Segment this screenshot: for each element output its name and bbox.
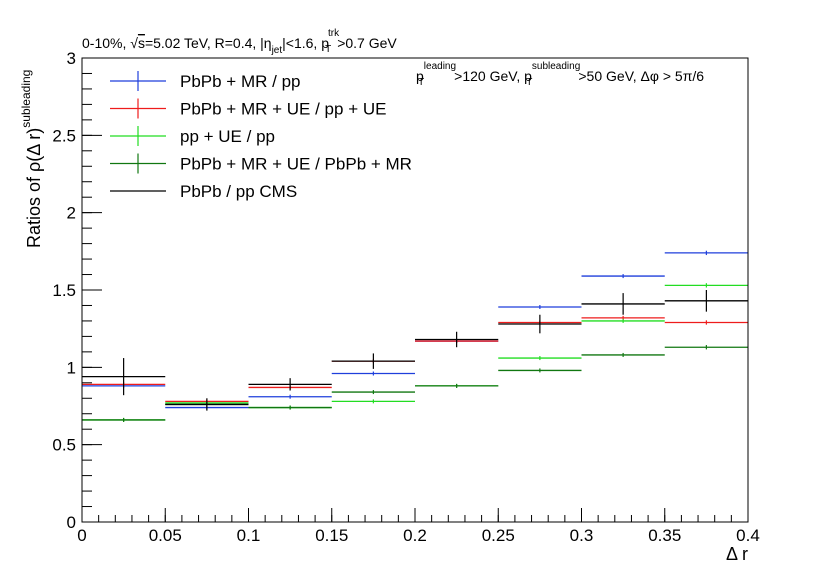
y-tick-label: 3 <box>67 49 76 68</box>
y-axis-title: Ratios of ρ(Δ r)subleading <box>19 70 44 248</box>
x-tick-label: 0.4 <box>736 526 760 545</box>
legend-label: PbPb + MR + UE / PbPb + MR <box>180 155 412 174</box>
x-tick-label: 0 <box>77 526 86 545</box>
legend-entry-1: PbPb + MR + UE / pp + UE <box>110 98 386 119</box>
legend-entry-3: PbPb + MR + UE / PbPb + MR <box>110 153 412 174</box>
y-tick-label: 0 <box>67 513 76 532</box>
legend-entry-2: pp + UE / pp <box>110 126 275 146</box>
y-tick-label: 0.5 <box>52 436 76 455</box>
series-layer <box>82 250 748 422</box>
cut-text: pleading T >120 GeV, psubleading T >50 GeV, … <box>416 61 704 88</box>
series-4 <box>82 290 748 411</box>
legend-label: pp + UE / pp <box>180 127 275 146</box>
series-1 <box>82 315 748 404</box>
x-tick-label: 0.25 <box>482 526 515 545</box>
y-tick-label: 2.5 <box>52 126 76 145</box>
axes: 0 0.05 0.1 0.15 0.2 0.25 0.3 0.35 0.4 0 0.5 1 1.5 2 2.… <box>52 49 759 545</box>
legend-entry-0: PbPb + MR / pp <box>110 71 300 91</box>
legend: PbPb + MR / pp PbPb + MR + UE / pp + UE pp… <box>110 71 412 201</box>
chart-header: 0-10%, √s=5.02 TeV, R=0.4, |ηjet|<1.6, p… <box>82 28 397 56</box>
y-tick-label: 2 <box>67 204 76 223</box>
legend-label: PbPb + MR + UE / pp + UE <box>180 100 386 119</box>
legend-label: PbPb + MR / pp <box>180 72 300 91</box>
legend-entry-4: PbPb / pp CMS <box>110 182 297 201</box>
x-tick-label: 0.2 <box>403 526 427 545</box>
x-tick-label: 0.05 <box>149 526 182 545</box>
x-tick-label: 0.1 <box>237 526 261 545</box>
x-tick-label: 0.35 <box>648 526 681 545</box>
x-tick-label: 0.3 <box>570 526 594 545</box>
x-axis-title: Δ r <box>726 544 748 564</box>
y-tick-label: 1 <box>67 358 76 377</box>
x-tick-label: 0.15 <box>315 526 348 545</box>
y-tick-label: 1.5 <box>52 281 76 300</box>
series-3 <box>82 345 748 422</box>
legend-label: PbPb / pp CMS <box>180 182 297 201</box>
